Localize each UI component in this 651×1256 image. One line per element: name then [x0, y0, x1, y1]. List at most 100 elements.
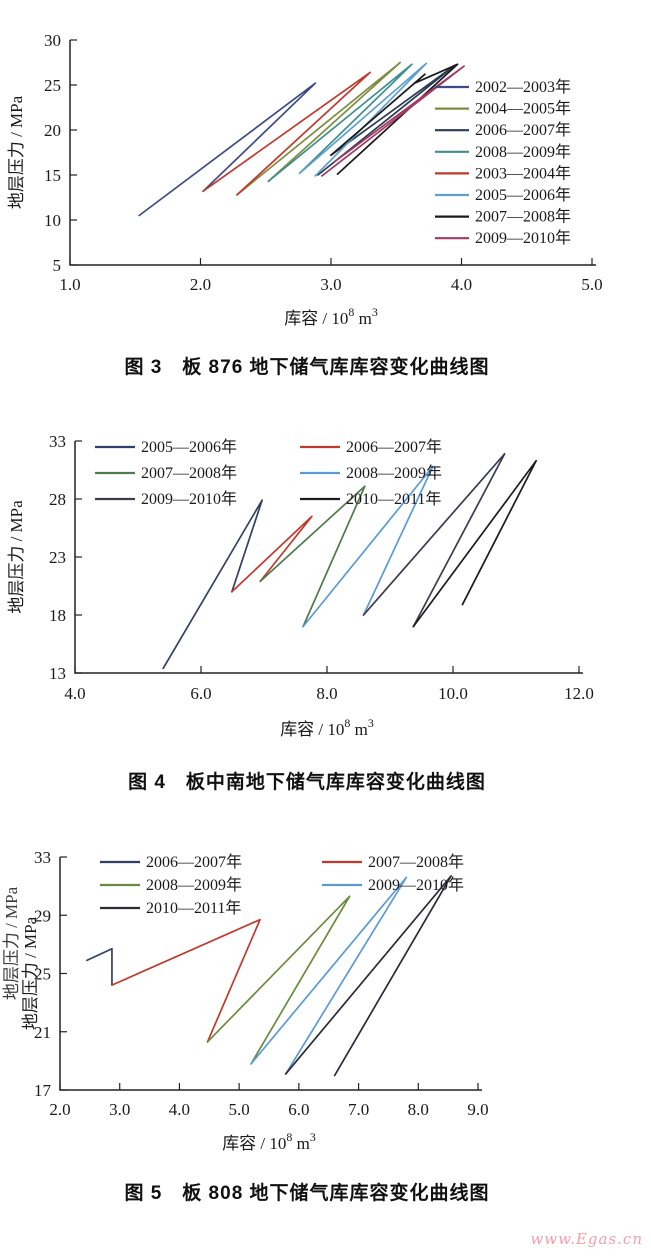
series-line-2005—2006年 [162, 499, 263, 670]
series-line-2005—2006年 [298, 62, 428, 177]
series-lines [138, 61, 465, 217]
legend-label: 2005—2006年 [475, 186, 571, 204]
series-line-2006—2007年 [86, 947, 113, 986]
x-tick-label: 12.0 [564, 684, 594, 703]
legend-label: 2009—2010年 [368, 876, 464, 894]
x-tick-label: 8.0 [408, 1100, 429, 1119]
x-tick-label: 1.0 [59, 275, 80, 294]
series-line-2008—2009年 [302, 465, 434, 628]
y-tick-label: 21 [34, 1023, 51, 1042]
x-tick-label: 3.0 [109, 1100, 130, 1119]
series-lines [86, 875, 452, 1077]
y-tick-label: 23 [49, 548, 66, 567]
x-axis-label: 库容 / 108 m3 [284, 305, 378, 328]
legend-label: 2007—2008年 [141, 464, 237, 482]
legend-label: 2008—2009年 [346, 464, 442, 482]
x-tick-label: 9.0 [467, 1100, 488, 1119]
y-tick-label: 25 [44, 76, 61, 95]
y-tick-label: 13 [49, 664, 66, 683]
fig5-caption: 图 5 板 808 地下储气库库容变化曲线图 [124, 1183, 490, 1204]
y-tick-label: 18 [49, 606, 66, 625]
x-tick-label: 4.0 [169, 1100, 190, 1119]
series-line-2010—2011年 [412, 459, 538, 628]
x-axis-label: 库容 / 108 m3 [280, 716, 374, 739]
legend-label: 2006—2007年 [346, 438, 442, 456]
legend-label: 2006—2007年 [475, 121, 571, 139]
tick-labels: 17 21 25 29 33 2.0 3.0 4.0 5.0 6.0 7.0 8.0 9.0 [34, 848, 489, 1119]
legend-label: 2008—2009年 [146, 876, 242, 894]
series-line-2002—2003年 [138, 82, 317, 217]
y-axis-label: 地层压力 / MPa [7, 500, 26, 614]
tick-marks [74, 440, 580, 674]
x-tick-label: 10.0 [438, 684, 468, 703]
series-line-2009—2010年 [362, 452, 506, 628]
legend-label: 2006—2007年 [146, 853, 242, 871]
y-tick-label: 20 [44, 121, 61, 140]
tick-marks [59, 856, 479, 1091]
x-axis-label: 库容 / 108 m3 [222, 1130, 316, 1153]
legend-label: 2010—2011年 [346, 490, 441, 508]
tick-labels: 13 18 23 28 33 4.0 6.0 8.0 10.0 12.0 [49, 432, 594, 703]
legend-label: 2009—2010年 [475, 229, 571, 247]
y-tick-label: 15 [44, 166, 61, 185]
x-tick-label: 6.0 [190, 684, 211, 703]
series-line-2008—2009年 [206, 895, 351, 1065]
series-line-2007—2008年 [259, 485, 366, 628]
tick-marks [69, 39, 593, 266]
fig3-caption: 图 3 板 876 地下储气库库容变化曲线图 [124, 357, 490, 378]
figure-5: 17 21 25 29 33 2.0 3.0 4.0 5.0 6.0 7.0 8.0 9.0 库容 / 1… [0, 845, 651, 1245]
legend: 2002—2003年 2004—2005年 2006—2007年 2008—2009年… [435, 78, 571, 247]
y-tick-label: 33 [49, 432, 66, 451]
y-tick-label: 25 [34, 965, 51, 984]
legend: 2006—2007年 2007—2008年 2008—2009年 2009—2010年… [100, 853, 464, 917]
figure-4: 13 18 23 28 33 4.0 6.0 8.0 10.0 12.0 库容 / 108 m3 地层… [0, 405, 651, 805]
x-tick-label: 4.0 [64, 684, 85, 703]
x-tick-label: 5.0 [229, 1100, 250, 1119]
legend-label: 2005—2006年 [141, 438, 237, 456]
x-tick-label: 3.0 [320, 275, 341, 294]
y-axis-label: 地层压力 / MPa [21, 916, 40, 1030]
legend-label: 2007—2008年 [368, 853, 464, 871]
series-line-2008—2009年 [267, 63, 413, 183]
figure-3: 5 10 15 20 25 30 1.0 2.0 3.0 4.0 5.0 库容 / 108 m3 地层压… [0, 2, 651, 400]
x-tick-label: 4.0 [451, 275, 472, 294]
x-tick-label: 7.0 [348, 1100, 369, 1119]
legend-label: 2003—2004年 [475, 164, 571, 182]
y-tick-label: 17 [34, 1081, 52, 1100]
series-line-2003—2004年 [202, 71, 371, 196]
x-tick-label: 2.0 [49, 1100, 70, 1119]
y-tick-label: 10 [44, 211, 61, 230]
legend-label: 2007—2008年 [475, 208, 571, 226]
series-line-2004—2005年 [236, 61, 402, 196]
fig4-chart-canvas: 13 18 23 28 33 4.0 6.0 8.0 10.0 12.0 库容 / 108 m3 地层… [7, 432, 594, 739]
y-tick-label: 33 [34, 848, 51, 867]
x-tick-label: 8.0 [316, 684, 337, 703]
x-tick-label: 6.0 [288, 1100, 309, 1119]
y-tick-label: 30 [44, 31, 61, 50]
y-tick-label: 29 [34, 906, 51, 925]
y-axis-label-ghost: 地层压力 / MPa [2, 886, 21, 1000]
x-tick-label: 5.0 [581, 275, 602, 294]
y-tick-label: 28 [49, 490, 66, 509]
series-line-2010—2011年 [284, 875, 452, 1077]
fig4-caption: 图 4 板中南地下储气库库容变化曲线图 [128, 772, 486, 793]
tick-labels: 5 10 15 20 25 30 1.0 2.0 3.0 4.0 5.0 [44, 31, 603, 294]
legend-label: 2010—2011年 [146, 899, 241, 917]
legend-label: 2009—2010年 [141, 490, 237, 508]
series-lines [162, 452, 538, 670]
series-line-2009—2010年 [321, 65, 465, 177]
legend: 2005—2006年 2006—2007年 2007—2008年 2008—2009年… [95, 438, 442, 508]
watermark: www.Egas.cn [530, 1230, 643, 1248]
series-line-2009—2010年 [250, 876, 408, 1075]
y-axis-label: 地层压力 / MPa [7, 95, 26, 209]
series-line-2006—2007年 [231, 515, 313, 593]
fig5-chart-canvas: 17 21 25 29 33 2.0 3.0 4.0 5.0 6.0 7.0 8.0 9.0 库容 / 1… [2, 848, 489, 1153]
legend-label: 2002—2003年 [475, 78, 571, 96]
x-tick-label: 2.0 [190, 275, 211, 294]
y-tick-label: 5 [53, 256, 62, 275]
series-line-2007—2008年 [111, 918, 261, 1043]
legend-label: 2004—2005年 [475, 100, 571, 118]
fig3-chart-canvas: 5 10 15 20 25 30 1.0 2.0 3.0 4.0 5.0 库容 / 108 m3 地层压… [7, 31, 603, 328]
legend-label: 2008—2009年 [475, 143, 571, 161]
